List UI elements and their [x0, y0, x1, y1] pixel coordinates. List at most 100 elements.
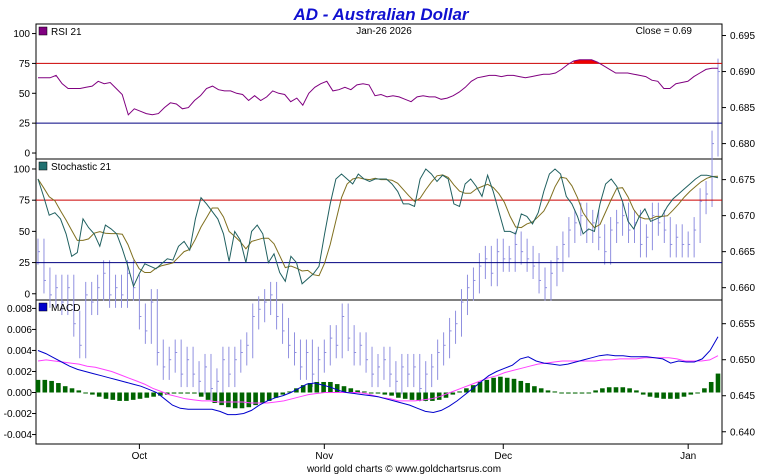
close-label: Close = 0.69 — [636, 26, 693, 37]
macd-histogram-bar — [566, 392, 571, 394]
macd-histogram-bar — [130, 392, 136, 400]
macd-histogram-bar — [715, 373, 721, 393]
macd-histogram-bar — [668, 392, 673, 399]
macd-histogram-bar — [545, 390, 551, 393]
macd-histogram-bar — [491, 377, 496, 393]
macd-histogram-bar — [110, 392, 116, 400]
macd-histogram-bar — [586, 392, 592, 394]
macd-histogram-bar — [620, 387, 626, 393]
macd-histogram-bar — [416, 392, 422, 401]
macd-histogram-bar — [90, 392, 95, 395]
macd-histogram-bar — [457, 391, 462, 393]
macd-tick-label: 0.002 — [7, 367, 32, 378]
macd-histogram-bar — [35, 379, 41, 393]
x-tick-label: Oct — [132, 451, 148, 462]
stochastic-d-line — [37, 174, 719, 277]
stochastic-tick-label: 100 — [13, 164, 30, 175]
macd-histogram-bar — [525, 383, 530, 393]
macd-histogram-bar — [144, 392, 150, 398]
rsi-tick-label: 100 — [13, 29, 30, 40]
macd-histogram-bar — [103, 392, 109, 399]
macd-histogram-bar — [321, 381, 326, 393]
x-tick-label: Nov — [315, 451, 333, 462]
macd-histogram-bar — [42, 379, 48, 393]
rsi-legend: RSI 21 — [51, 27, 82, 38]
macd-histogram-bar — [436, 392, 442, 400]
stochastic-legend: Stochastic 21 — [51, 162, 111, 173]
macd-histogram-bar — [484, 379, 490, 393]
x-tick-label: Jan — [680, 451, 696, 462]
macd-histogram-bar — [287, 391, 292, 393]
rsi-tick-label: 25 — [19, 119, 31, 130]
macd-histogram-bar — [171, 392, 177, 394]
macd-histogram-bar — [661, 392, 666, 399]
macd-histogram-bar — [389, 392, 394, 396]
macd-tick-label: 0.004 — [7, 346, 32, 357]
macd-histogram-bar — [212, 392, 218, 404]
macd-histogram-bar — [205, 392, 211, 400]
macd-histogram-bar — [260, 392, 265, 404]
macd-histogram-bar — [579, 392, 585, 394]
macd-histogram-bar — [49, 380, 54, 393]
macd-histogram-bar — [185, 392, 190, 394]
stochastic-tick-label: 0 — [24, 289, 30, 300]
price-tick-label: 0.640 — [730, 427, 755, 438]
macd-histogram-bar — [300, 385, 306, 393]
macd-histogram-bar — [280, 392, 286, 395]
macd-histogram-bar — [151, 392, 156, 397]
macd-histogram-bar — [198, 392, 204, 397]
macd-histogram-bar — [314, 381, 320, 393]
rsi-tick-label: 75 — [19, 59, 31, 70]
macd-legend: MACD — [51, 303, 80, 314]
macd-histogram-bar — [348, 388, 354, 393]
macd-histogram-bar — [606, 387, 612, 393]
price-tick-label: 0.685 — [730, 103, 755, 114]
macd-tick-label: -0.004 — [4, 430, 33, 441]
macd-histogram-bar — [341, 386, 347, 393]
macd-histogram-bar — [158, 392, 163, 396]
macd-histogram-bar — [634, 390, 639, 393]
rsi-tick-label: 50 — [19, 89, 31, 100]
price-tick-label: 0.665 — [730, 247, 755, 258]
chart-date: Jan-26 2026 — [356, 26, 412, 37]
macd-histogram-bar — [402, 392, 408, 399]
macd-histogram-bar — [572, 392, 578, 394]
chart-title: AD - Australian Dollar — [292, 5, 469, 24]
macd-histogram-bar — [355, 390, 360, 393]
macd-histogram-bar — [96, 392, 102, 397]
price-tick-label: 0.650 — [730, 355, 755, 366]
macd-line — [37, 336, 719, 416]
stochastic-tick-label: 75 — [19, 196, 31, 207]
macd-legend-swatch — [38, 302, 48, 312]
macd-tick-label: 0.006 — [7, 325, 32, 336]
macd-histogram-bar — [511, 378, 517, 393]
macd-tick-label: -0.002 — [4, 409, 33, 420]
macd-histogram-bar — [552, 391, 558, 393]
macd-histogram-bar — [246, 392, 252, 408]
stochastic-tick-label: 25 — [19, 258, 31, 269]
price-bars — [37, 58, 720, 402]
stochastic-panel — [36, 168, 722, 288]
macd-histogram-bar — [76, 390, 82, 393]
macd-histogram-bar — [117, 392, 122, 401]
price-tick-label: 0.680 — [730, 139, 755, 150]
rsi-legend-swatch — [38, 26, 48, 36]
macd-histogram-bar — [498, 376, 503, 393]
macd-histogram-bar — [674, 392, 680, 399]
price-tick-label: 0.670 — [730, 211, 755, 222]
macd-histogram-bar — [613, 387, 619, 393]
macd-histogram-bar — [681, 392, 687, 397]
macd-histogram-bar — [695, 392, 700, 394]
macd-histogram-bar — [559, 392, 564, 394]
macd-histogram-bar — [423, 392, 428, 401]
macd-histogram-bar — [396, 392, 401, 398]
macd-histogram-bar — [62, 386, 68, 393]
macd-histogram-bar — [362, 391, 367, 393]
macd-histogram-bar — [443, 392, 449, 398]
macd-tick-label: 0.008 — [7, 304, 32, 315]
macd-histogram-bar — [430, 392, 435, 401]
macd-tick-label: 0.000 — [7, 388, 32, 399]
axes: 100 75 50 25 0 100 75 50 25 0 0.008 0.006 0.004 0.002… — [4, 29, 756, 462]
macd-histogram-bar — [640, 392, 646, 395]
